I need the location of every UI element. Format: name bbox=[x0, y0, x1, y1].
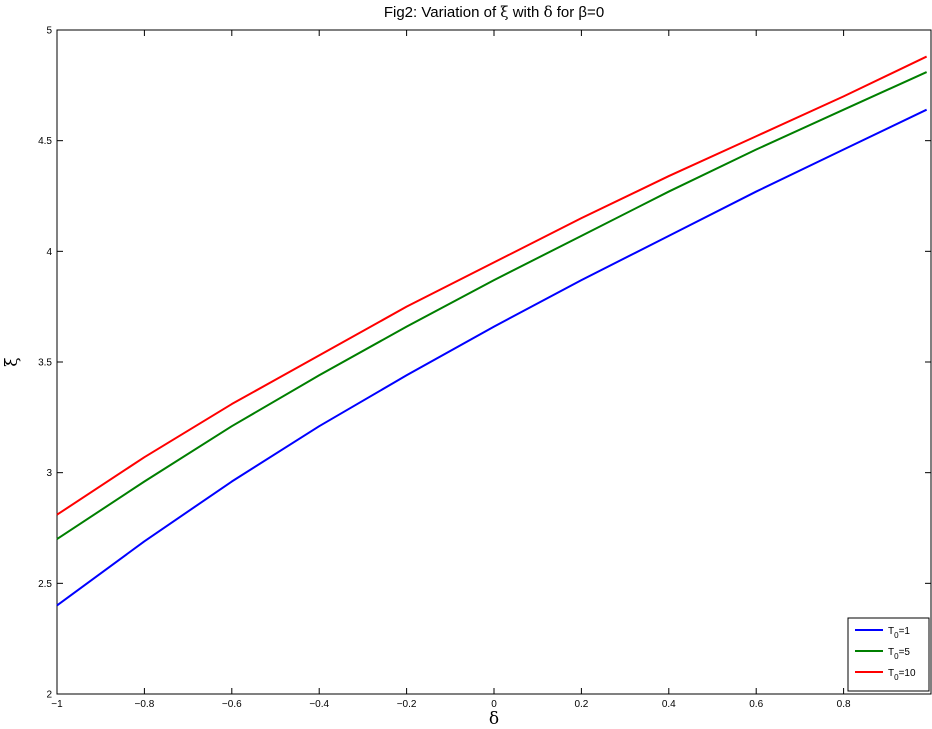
title-prefix: Fig2: Variation of bbox=[384, 4, 500, 21]
y-tick-label: 3 bbox=[46, 468, 52, 479]
x-axis-label: δ bbox=[489, 709, 499, 729]
y-axis: 2 2.5 3 3.5 4 4.5 5 bbox=[38, 26, 931, 701]
y-tick-label: 4 bbox=[46, 247, 52, 258]
legend-entry-label: T0=5 bbox=[888, 647, 910, 661]
x-tick-label: −0.2 bbox=[397, 699, 417, 710]
legend: T0=1 T0=5 T0=10 bbox=[847, 617, 930, 692]
title-symbol-delta: δ bbox=[544, 3, 553, 21]
y-tick-label: 2.5 bbox=[38, 579, 52, 590]
chart-title: Fig2: Variation of ξ with δ for β=0 bbox=[384, 3, 604, 21]
series-line-t0-10 bbox=[56, 55, 928, 516]
legend-entry-label: T0=10 bbox=[888, 668, 916, 682]
x-axis: −1 −0.8 −0.6 −0.4 −0.2 0 0.2 0.4 0.6 0.8 bbox=[51, 30, 851, 710]
x-tick-label: 0.6 bbox=[749, 699, 763, 710]
y-tick-label: 3.5 bbox=[38, 358, 52, 369]
y-axis-label: ξ bbox=[2, 357, 22, 366]
x-tick-label: 0.4 bbox=[662, 699, 676, 710]
x-tick-label: −1 bbox=[51, 699, 63, 710]
title-middle: with bbox=[509, 4, 544, 21]
x-tick-label: −0.8 bbox=[135, 699, 155, 710]
legend-entry-label: T0=1 bbox=[888, 626, 910, 640]
x-tick-label: −0.4 bbox=[309, 699, 329, 710]
series-line-t0-5 bbox=[56, 71, 928, 540]
x-tick-label: 0.8 bbox=[837, 699, 851, 710]
y-tick-label: 4.5 bbox=[38, 136, 52, 147]
x-tick-label: 0 bbox=[491, 699, 497, 710]
y-tick-label: 5 bbox=[46, 26, 52, 37]
title-suffix: for β=0 bbox=[553, 4, 605, 21]
series-line-t0-1 bbox=[56, 108, 928, 607]
title-symbol-xi: ξ bbox=[500, 3, 508, 21]
x-tick-label: 0.2 bbox=[574, 699, 588, 710]
y-tick-label: 2 bbox=[46, 690, 52, 701]
x-tick-label: −0.6 bbox=[222, 699, 242, 710]
